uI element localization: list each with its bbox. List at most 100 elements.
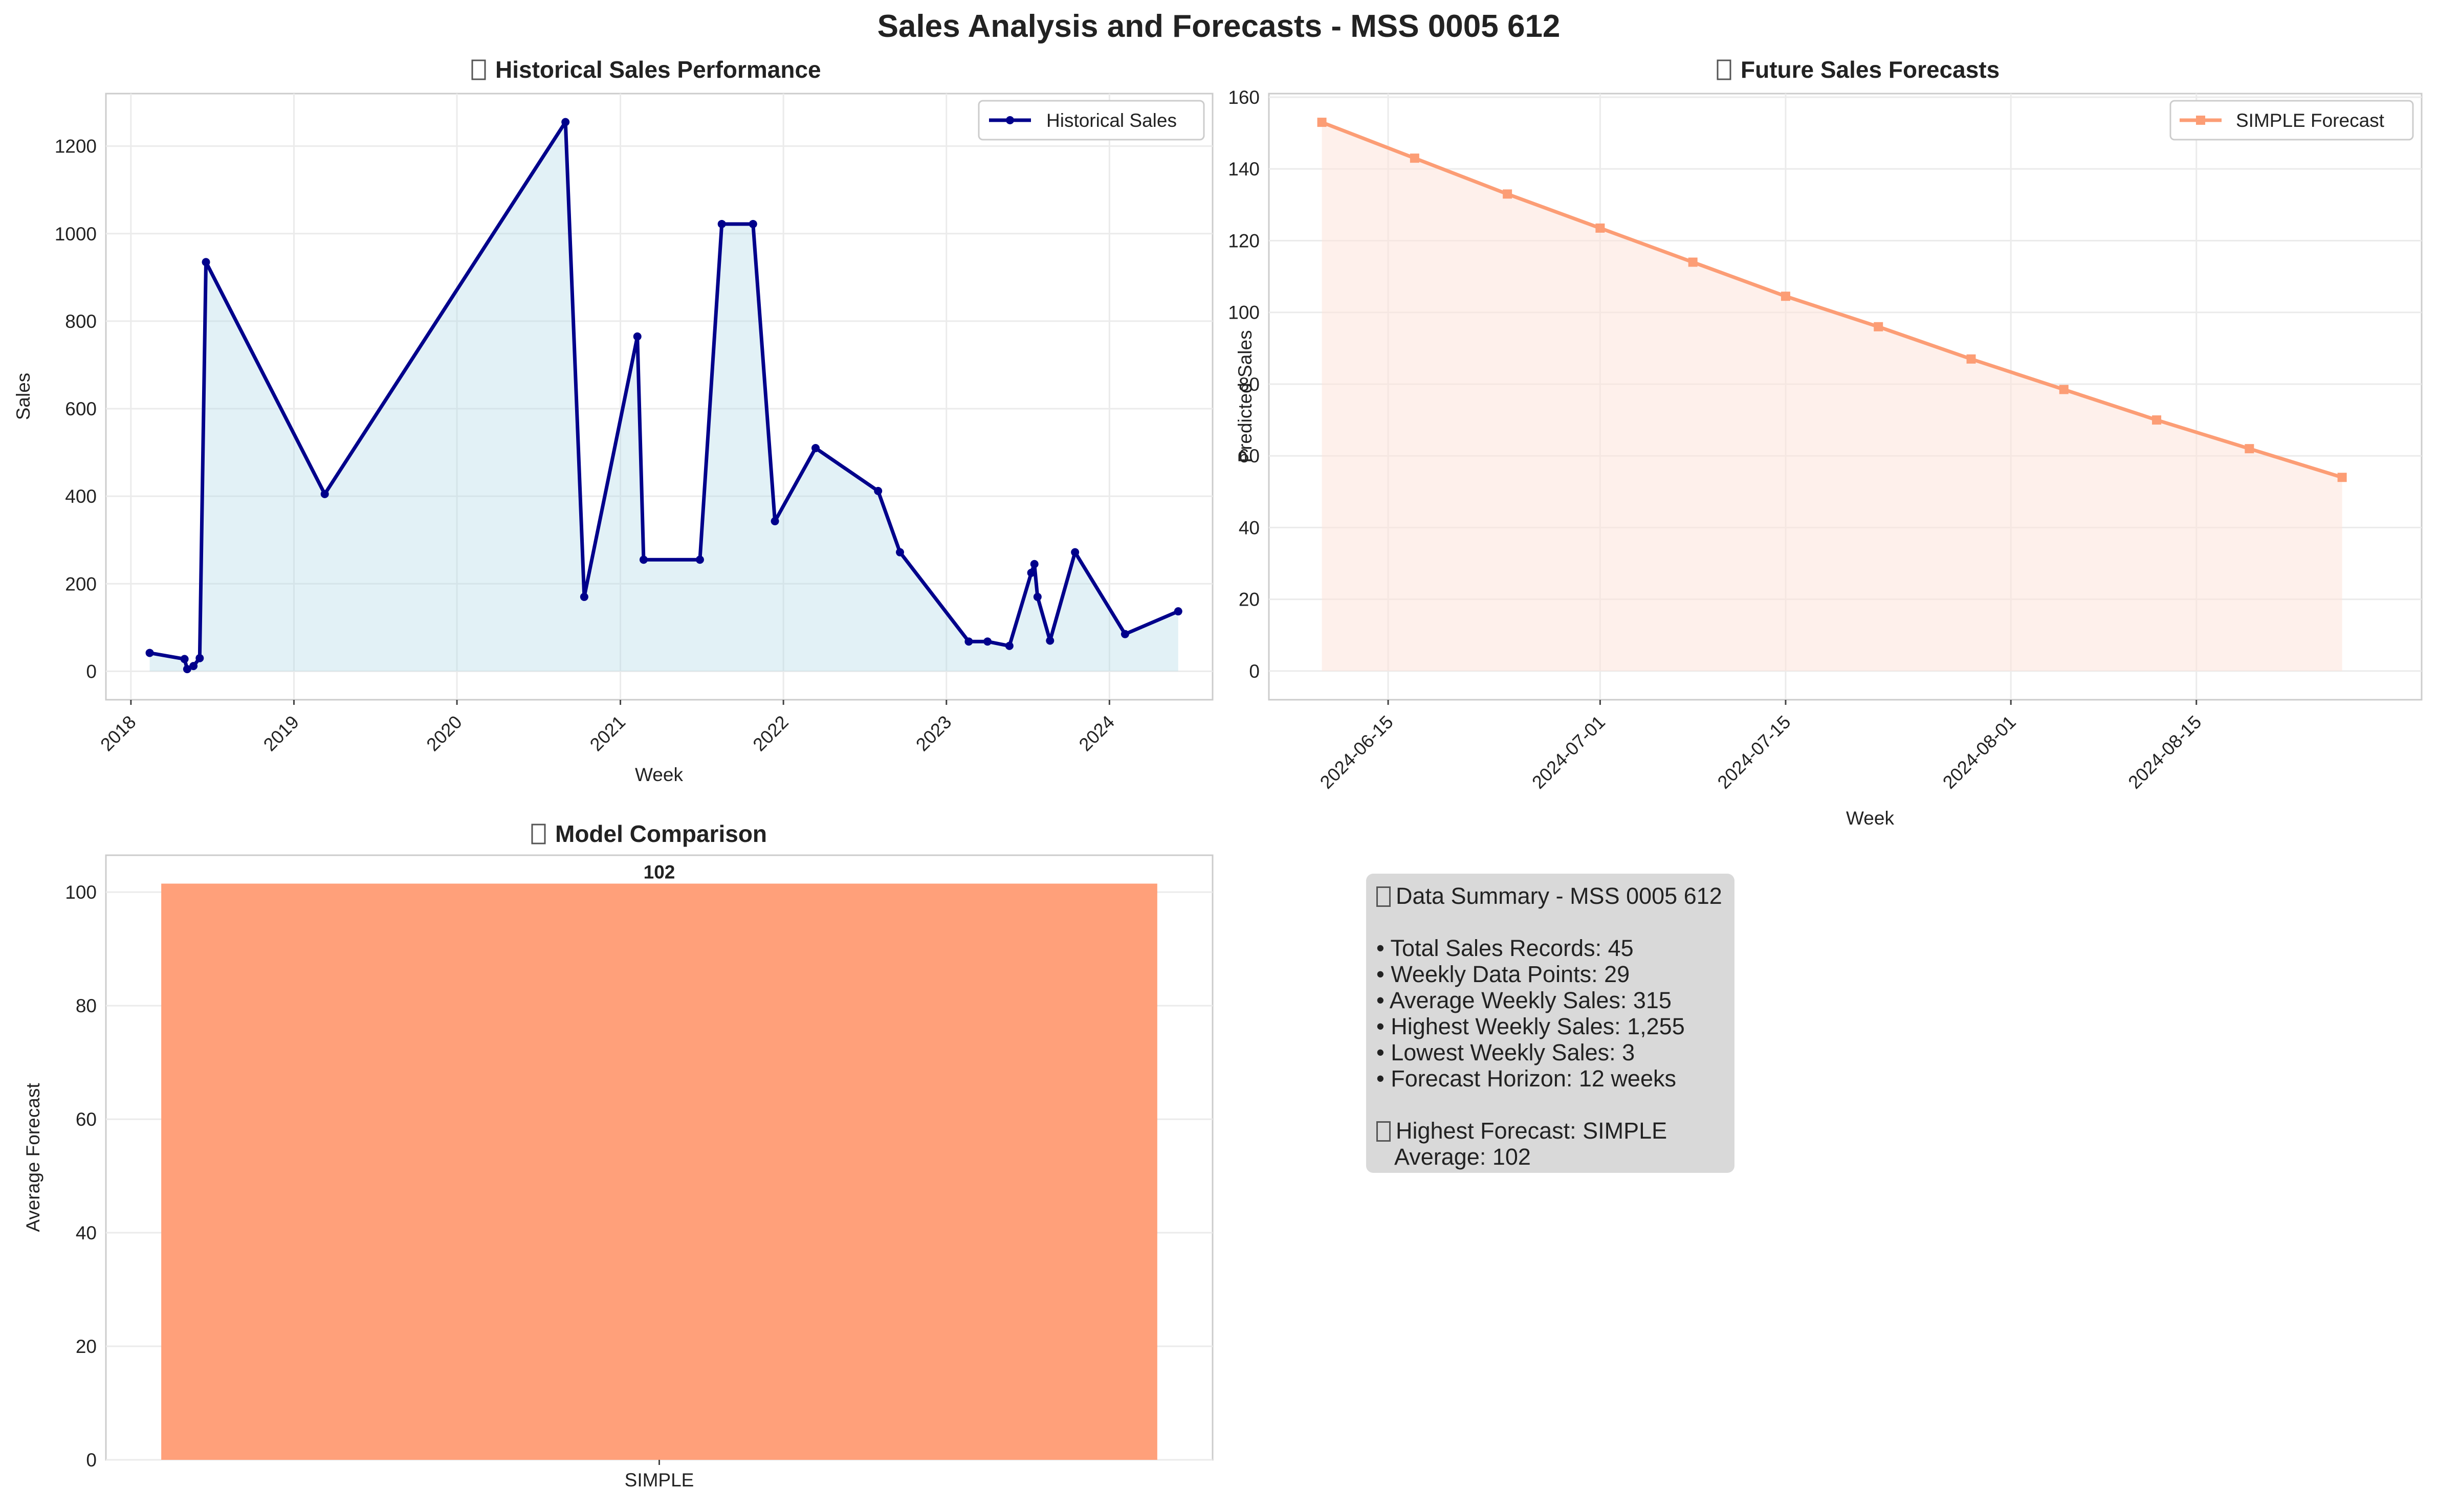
y-tick-label: 140 (1228, 159, 1260, 180)
legend-box (2169, 100, 2414, 141)
chart-title: Model Comparison (531, 820, 767, 847)
data-point (183, 665, 191, 674)
x-tick-label: 2024-07-01 (1528, 711, 1609, 793)
y-axis-label: Average Forecast (23, 1083, 43, 1232)
summary-item: • Weekly Data Points: 29 (1376, 961, 1630, 987)
data-point (964, 637, 973, 646)
x-tick-label: 2018 (96, 711, 140, 755)
y-tick-label: 20 (76, 1336, 97, 1357)
data-point (749, 219, 757, 228)
y-tick-label: 200 (65, 573, 97, 594)
data-point (202, 258, 210, 266)
y-tick-labels: 0 20 40 60 80 100 120 140 160 (1228, 87, 1260, 682)
data-point (2152, 415, 2162, 425)
x-tick-label: 2023 (912, 711, 956, 755)
series-line (1321, 120, 2343, 479)
data-point (1071, 548, 1080, 557)
data-point (695, 555, 704, 564)
y-tick-label: 20 (1239, 589, 1260, 610)
legend-marker-swatch (2196, 116, 2205, 125)
data-point (633, 332, 642, 341)
area-fill (1322, 122, 2342, 671)
y-tick-label: 0 (86, 1450, 97, 1471)
data-point (1033, 592, 1042, 601)
data-point (771, 517, 779, 525)
y-tick-label: 60 (1239, 446, 1260, 466)
data-point (1046, 636, 1055, 645)
data-point (1410, 153, 1419, 163)
data-point (561, 118, 570, 126)
data-point (1121, 630, 1129, 638)
y-tick-label: 160 (1228, 87, 1260, 108)
data-point (1174, 607, 1182, 616)
series-line (149, 120, 1179, 671)
x-axis-label: Week (635, 764, 683, 785)
data-point (1688, 257, 1698, 267)
y-tick-label: 100 (1228, 302, 1260, 323)
data-point (1317, 118, 1327, 127)
data-point (180, 655, 189, 663)
y-tick-label: 120 (1228, 230, 1260, 251)
area-fill-path (1322, 122, 2342, 671)
historical-sales-chart: 2018 2019 2020 2021 2022 2023 2024 0 200 400 600 8… (13, 56, 1214, 785)
data-point (717, 219, 726, 228)
y-tick-label: 40 (76, 1222, 97, 1243)
clipboard-icon (1376, 886, 1391, 907)
y-tick-label: 400 (65, 486, 97, 507)
summary-highlight-title: Highest Forecast: SIMPLE (1396, 1118, 1667, 1144)
spacer (1376, 909, 1724, 935)
legend-box (978, 100, 1205, 141)
y-tick-label: 60 (76, 1109, 97, 1130)
summary-item: • Total Sales Records: 45 (1376, 935, 1634, 961)
y-tick-labels: 0 20 40 60 80 100 (65, 882, 97, 1471)
y-tick-label: 80 (1239, 374, 1260, 395)
y-tick-label: 80 (76, 995, 97, 1016)
area-fill (149, 122, 1178, 672)
legend-label: Historical Sales (1046, 110, 1177, 131)
data-point (2059, 385, 2069, 394)
data-point (195, 654, 204, 662)
data-point (580, 592, 588, 601)
series-markers (1317, 118, 2347, 482)
summary-item: • Lowest Weekly Sales: 3 (1376, 1039, 1635, 1065)
data-point (189, 662, 198, 671)
x-tick-label: 2024 (1074, 711, 1118, 755)
data-point (1503, 189, 1512, 199)
data-point (1595, 223, 1605, 233)
legend: Historical Sales (978, 100, 1205, 141)
chart-icon (471, 59, 486, 80)
data-point (1030, 560, 1039, 568)
y-tick-label: 100 (65, 882, 97, 903)
series-markers (145, 118, 1182, 674)
y-tick-label: 1200 (55, 136, 97, 157)
y-axis-label: Predicted Sales (1235, 330, 1256, 462)
y-tick-label: 1000 (55, 224, 97, 244)
series-line-path (149, 120, 1179, 671)
data-summary-box: Data Summary - MSS 0005 612 • Total Sale… (1366, 874, 1734, 1173)
x-tick-label: 2022 (749, 711, 793, 755)
data-point (1027, 568, 1036, 577)
spacer (1376, 1092, 1724, 1118)
x-tick-label: 2021 (586, 711, 630, 755)
x-tick-label: 2020 (422, 711, 466, 755)
summary-highlight-value: Average: 102 (1376, 1144, 1531, 1170)
y-tick-label: 40 (1239, 517, 1260, 538)
x-tick-labels: 2018 2019 2020 2021 2022 2023 2024 (96, 711, 1118, 755)
trophy-icon (1376, 1121, 1391, 1142)
data-point (811, 444, 820, 453)
summary-item: • Forecast Horizon: 12 weeks (1376, 1065, 1676, 1092)
data-point (983, 637, 992, 646)
forecast-chart: 2024-06-15 2024-07-01 2024-07-15 2024-08-01… (1228, 56, 2423, 829)
data-point (2337, 473, 2347, 482)
chart-title: Future Sales Forecasts (1717, 56, 2000, 83)
bar (161, 883, 1157, 1460)
data-point (1781, 292, 1790, 301)
legend-label: SIMPLE Forecast (2236, 110, 2385, 131)
x-tick-labels: 2024-06-15 2024-07-01 2024-07-15 2024-08-01… (1316, 711, 2206, 793)
summary-item: • Average Weekly Sales: 315 (1376, 987, 1672, 1013)
plot-area (105, 93, 1214, 701)
summary-title: Data Summary - MSS 0005 612 (1376, 883, 1724, 909)
